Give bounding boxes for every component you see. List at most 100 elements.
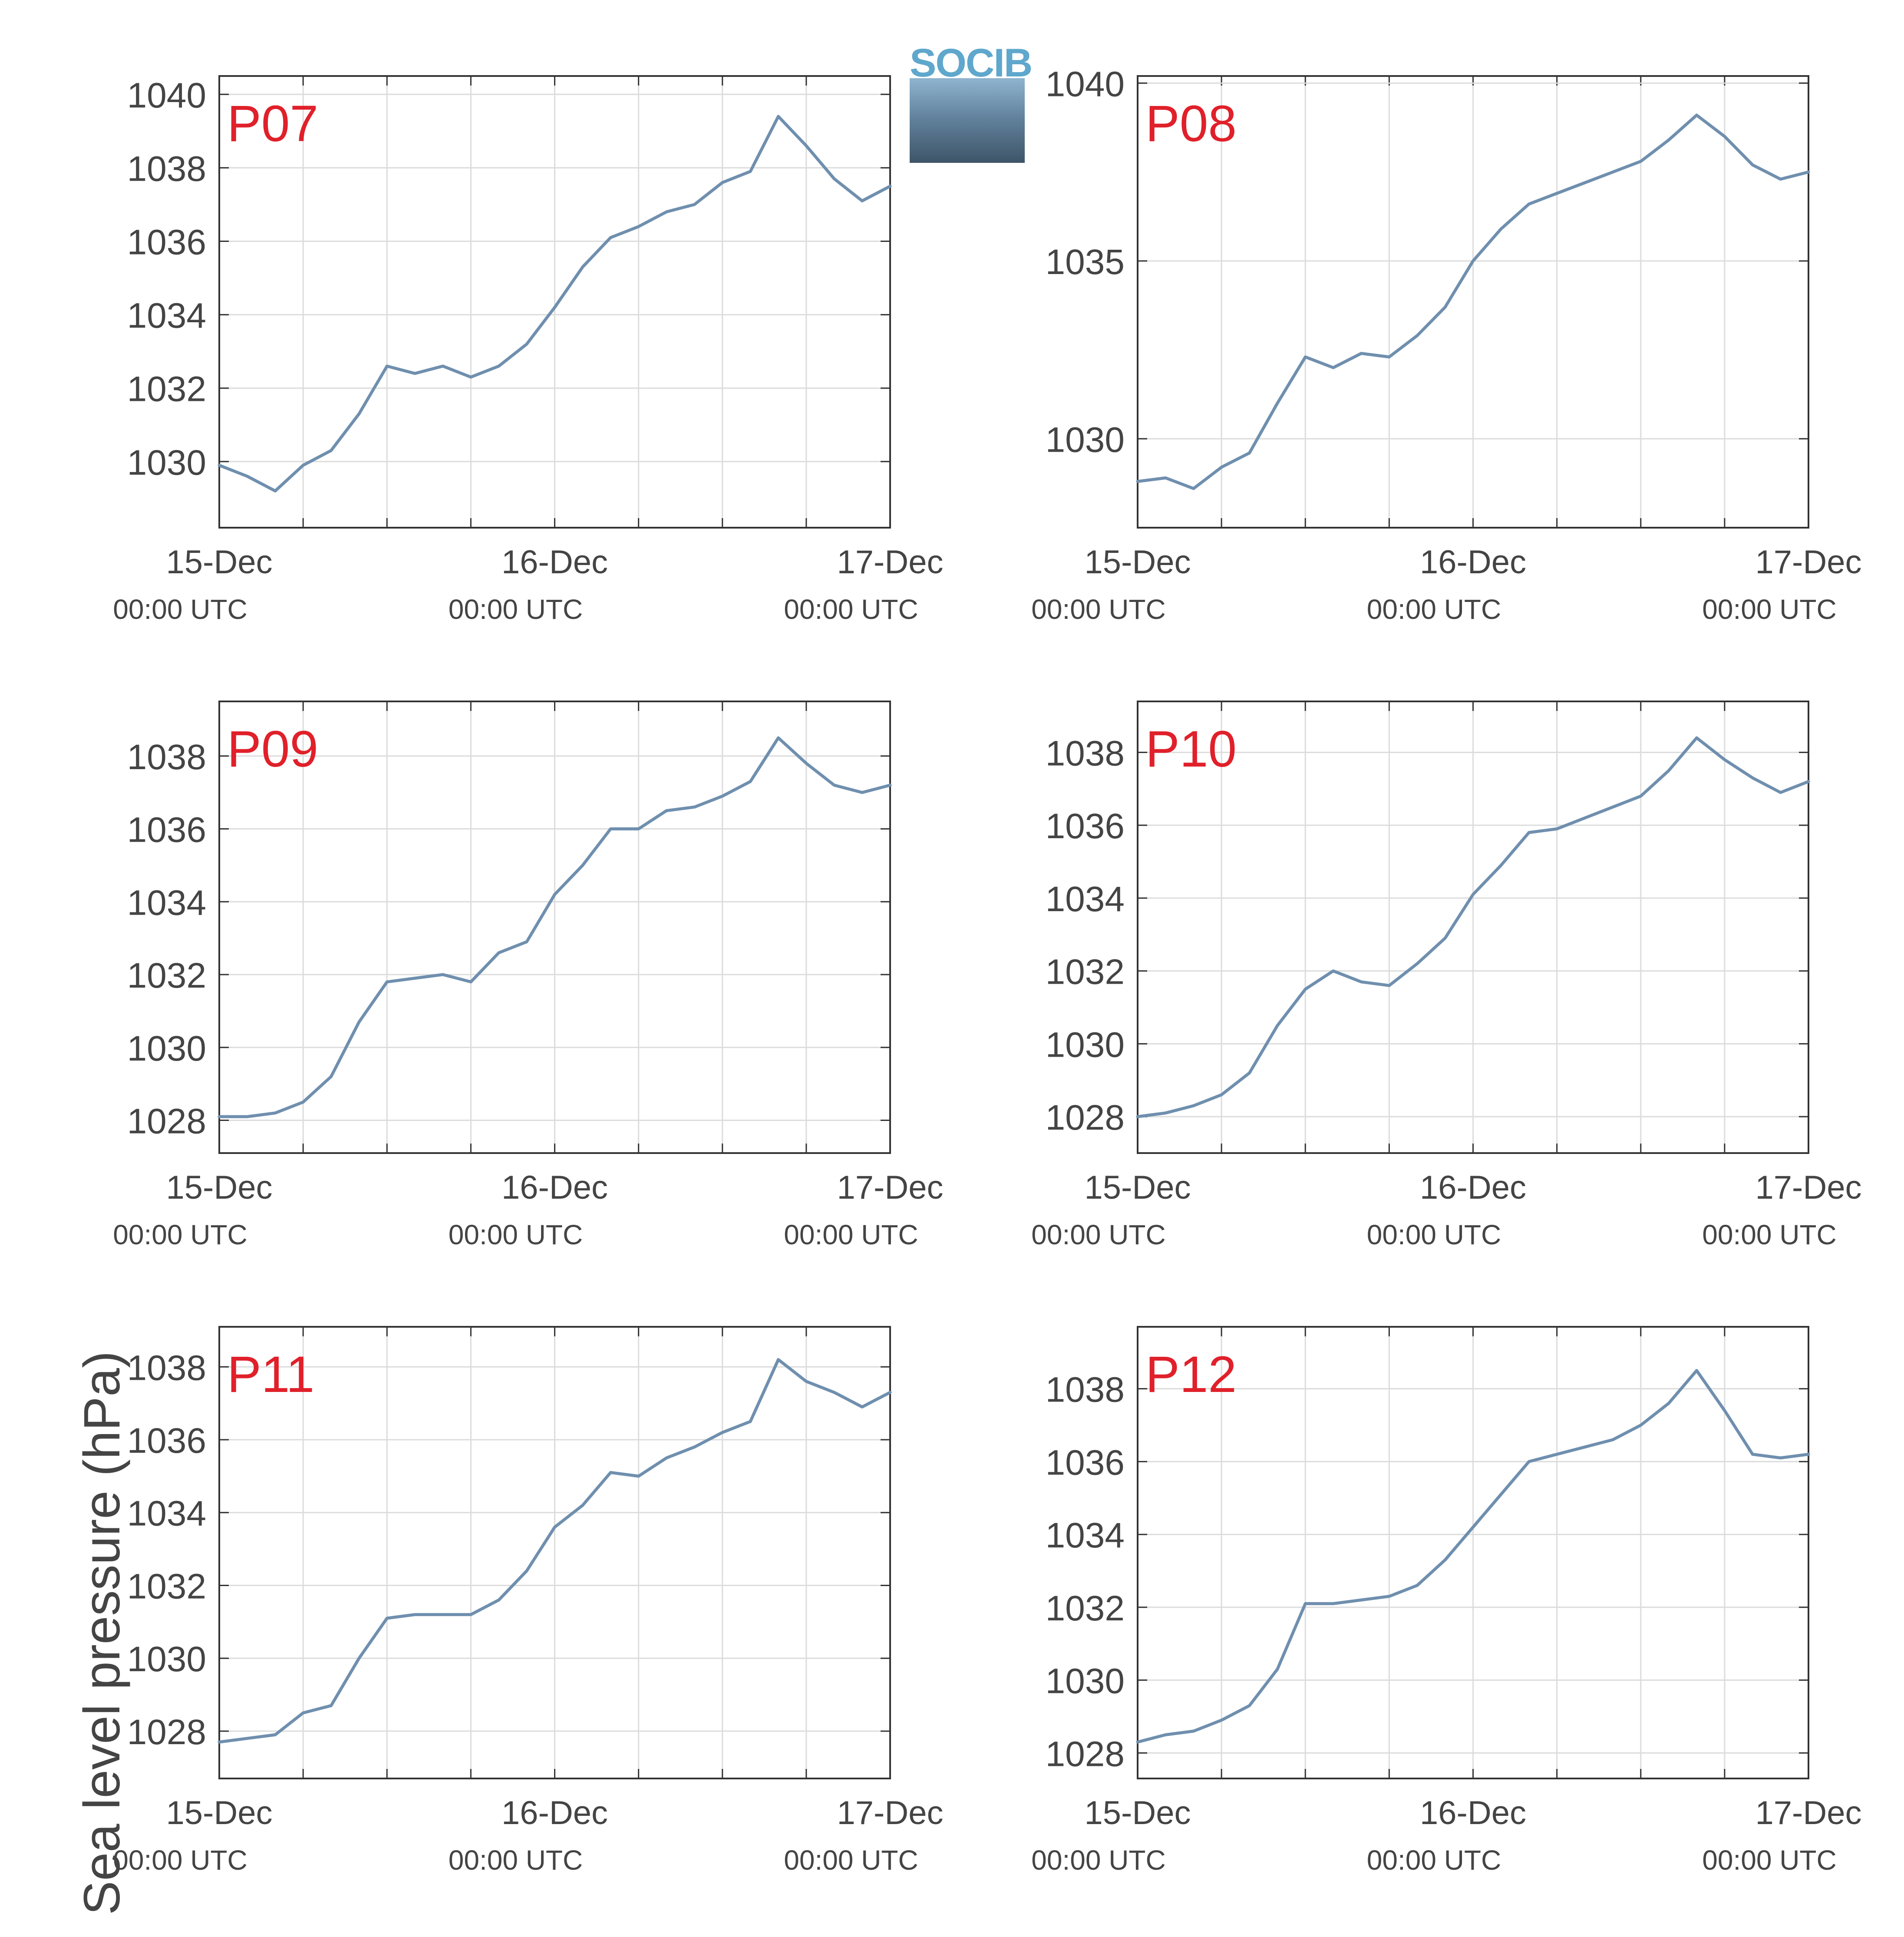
data-point [1612,1439,1614,1441]
data-point [1556,828,1558,830]
x-tick-label-time: 00:00 UTC [784,1844,918,1876]
data-point [833,784,835,786]
data-point [1752,164,1754,166]
data-point [749,170,752,172]
data-point [1472,260,1474,262]
x-tick-label-date: 17-Dec [837,1169,944,1206]
data-point [637,1475,640,1477]
data-point [1304,356,1307,358]
data-point [302,1101,304,1103]
logo-text: SOCIB [910,41,1033,85]
chart-panel-p09: 1028 1030 1032 1034 1036 1038 P09 15-Dec 00:00 U… [113,701,944,1250]
data-point [1416,962,1418,965]
x-tick-label-time: 00:00 UTC [1702,1844,1836,1876]
x-tick-label-time: 00:00 UTC [784,594,918,625]
data-point [1808,1453,1809,1455]
y-tick-label: 1032 [127,370,206,409]
data-point [610,237,612,239]
data-point [861,791,863,793]
data-point [218,1741,220,1743]
chart-panel-p10: 1028 1030 1032 1034 1036 1038 P10 15-Dec 00:00 U… [1031,701,1862,1250]
data-point [330,1705,332,1707]
data-point [1332,1603,1334,1605]
panel-label: P11 [227,1346,314,1403]
data-point [1752,777,1754,779]
x-tick-label-date: 15-Dec [166,544,273,581]
data-point [470,376,472,378]
data-point [1668,139,1670,141]
panel-label: P10 [1145,721,1237,778]
data-point [749,1421,752,1423]
x-tick-label-time: 00:00 UTC [1367,1219,1501,1250]
x-tick-label-date: 16-Dec [1420,1795,1526,1831]
data-point [414,372,416,374]
y-tick-label: 1030 [1046,1662,1125,1701]
chart-panel-p12: 1028 1030 1032 1034 1036 1038 P12 15-Dec 00:00 U… [1031,1326,1862,1876]
data-point [1221,1719,1223,1721]
data-point [1276,402,1278,404]
data-point [1640,160,1642,162]
data-point [889,185,891,187]
data-point [1192,487,1195,489]
data-point [1444,306,1446,308]
data-point [1528,203,1530,205]
x-tick-label-date: 17-Dec [837,544,944,581]
x-tick-label-time: 00:00 UTC [449,1844,583,1876]
data-point [721,182,723,184]
data-point [358,1021,360,1023]
x-tick-label-date: 17-Dec [1756,544,1862,581]
data-point [1528,831,1530,833]
x-tick-label-date: 15-Dec [1085,544,1191,581]
data-point [1165,477,1167,479]
data-point [1556,192,1558,195]
plot-frame [1137,701,1809,1154]
y-tick-label: 1036 [1046,1443,1125,1482]
data-point [246,1116,248,1118]
data-point [1584,817,1586,819]
x-tick-label-date: 16-Dec [502,1169,608,1206]
data-point [1416,334,1418,337]
y-tick-label: 1032 [1046,952,1125,992]
data-point [1584,182,1586,184]
plot-frame [1137,1326,1809,1779]
data-point [1779,178,1782,180]
panel-label: P08 [1145,95,1237,152]
y-tick-label: 1040 [127,76,206,115]
data-point [1696,114,1698,116]
data-point [1416,1584,1418,1587]
data-point [1304,988,1307,990]
data-point [805,145,807,147]
data-point [1640,795,1642,797]
data-point [1221,1094,1223,1096]
data-point [274,490,276,492]
data-point [1584,1446,1586,1448]
data-point [442,1613,444,1616]
x-tick-label-date: 17-Dec [1756,1795,1862,1831]
data-point [1612,806,1614,808]
y-tick-label: 1036 [1046,807,1125,846]
data-point [805,1380,807,1382]
data-point [442,365,444,367]
y-tick-label: 1030 [127,443,206,483]
data-point [861,200,863,202]
data-point [218,464,220,466]
data-point [442,974,444,976]
data-point [1808,171,1809,173]
data-point [1500,228,1502,230]
x-tick-label-time: 00:00 UTC [1031,1219,1165,1250]
data-point [693,203,696,205]
x-tick-label-time: 00:00 UTC [1031,1844,1165,1876]
data-point [1723,136,1726,138]
x-tick-label-time: 00:00 UTC [113,1844,247,1876]
panel-label: P07 [227,95,318,152]
data-point [386,1617,388,1619]
y-tick-label: 1036 [127,222,206,262]
data-point [1528,1461,1530,1463]
y-tick-label: 1034 [127,883,206,922]
data-point [1276,1668,1278,1670]
data-point [1444,937,1446,939]
data-point [861,1406,863,1408]
data-point [1500,1493,1502,1495]
data-point [581,266,584,268]
